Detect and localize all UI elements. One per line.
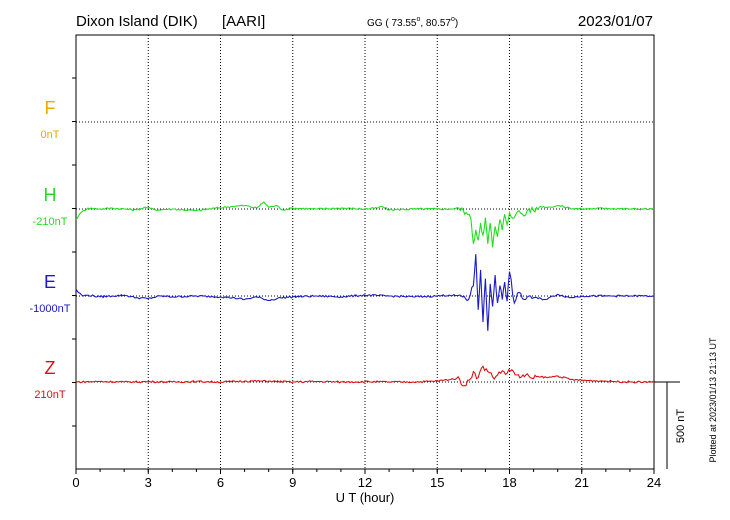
plotted-at-note: Plotted at 2023/01/13 21:13 UT xyxy=(708,337,718,463)
x-tick-label: 12 xyxy=(358,475,372,490)
x-tick-label: 6 xyxy=(217,475,224,490)
x-tick-label: 3 xyxy=(145,475,152,490)
x-tick-label: 21 xyxy=(575,475,589,490)
x-tick-label: 24 xyxy=(647,475,661,490)
traces xyxy=(75,201,655,387)
channel-label-e: E xyxy=(44,272,56,292)
trace-e xyxy=(75,254,655,331)
channel-label-z: Z xyxy=(45,358,56,378)
scale-bar-label: 500 nT xyxy=(675,409,687,444)
coordinates-label: GG ( 73.55o, 80.57o) xyxy=(367,16,458,29)
x-axis-label: U T (hour) xyxy=(336,490,395,505)
grid xyxy=(76,35,654,469)
channel-baseline-f: 0nT xyxy=(41,129,60,141)
x-ticks: 0 3 6 9 12 15 18 21 24 xyxy=(72,77,661,490)
channel-label-h: H xyxy=(44,185,57,205)
x-tick-label: 15 xyxy=(430,475,444,490)
channel-baseline-e: -1000nT xyxy=(30,303,71,315)
x-tick-label: 0 xyxy=(72,475,79,490)
channel-label-f: F xyxy=(45,98,56,118)
x-tick-label: 18 xyxy=(502,475,516,490)
channel-baseline-z: 210nT xyxy=(34,389,65,401)
date-label: 2023/01/07 xyxy=(578,13,653,30)
institute-label: [AARI] xyxy=(222,13,265,30)
station-title: Dixon Island (DIK) xyxy=(76,13,198,30)
x-tick-label: 9 xyxy=(289,475,296,490)
scale-bar: 500 nT xyxy=(654,381,687,469)
channel-baseline-h: -210nT xyxy=(33,216,68,228)
channel-labels: F 0nT H -210nT E -1000nT Z 210nT xyxy=(30,98,71,401)
trace-z xyxy=(75,365,655,387)
trace-h xyxy=(75,201,655,248)
